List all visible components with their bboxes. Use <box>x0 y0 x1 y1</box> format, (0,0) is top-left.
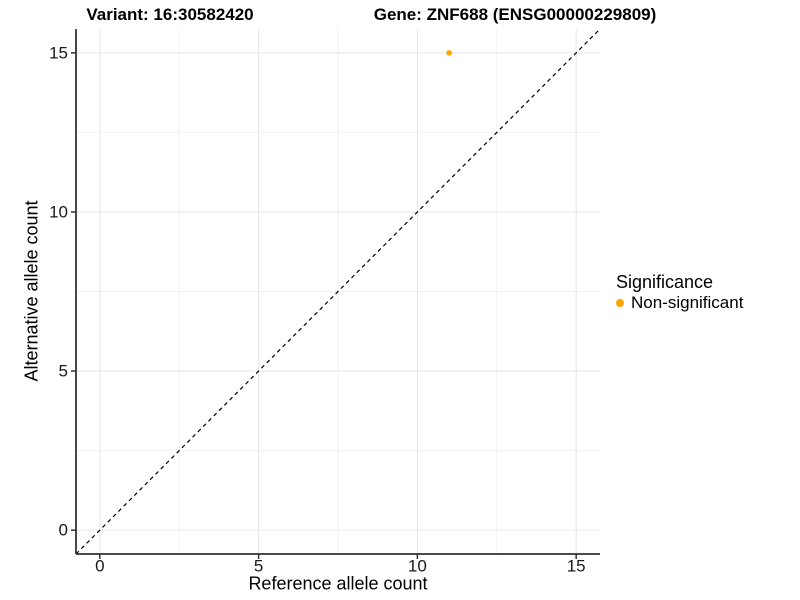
x-tick-label: 0 <box>95 556 105 576</box>
y-tick-label: 0 <box>58 520 68 540</box>
legend: Significance Non-significant <box>616 272 743 314</box>
legend-item-non-significant: Non-significant <box>616 292 743 314</box>
x-tick-label: 15 <box>566 556 586 576</box>
x-tick-label: 5 <box>253 556 264 576</box>
x-tick-label: 10 <box>407 556 427 576</box>
legend-title: Significance <box>616 272 714 292</box>
plot-title-gene: Gene: ZNF688 (ENSG00000229809) <box>373 5 657 24</box>
x-axis-title: Reference allele count <box>248 573 428 594</box>
legend-item-label: Non-significant <box>631 293 744 312</box>
y-axis-title: Alternative allele count <box>21 200 42 382</box>
plot-title-variant: Variant: 16:30582420 <box>86 5 254 24</box>
data-point <box>446 50 452 56</box>
legend-point-icon <box>616 299 624 307</box>
y-tick-label: 10 <box>49 202 68 222</box>
y-tick-label: 5 <box>58 361 68 381</box>
identity-reference-line <box>75 28 601 555</box>
y-tick-label: 15 <box>49 43 68 63</box>
